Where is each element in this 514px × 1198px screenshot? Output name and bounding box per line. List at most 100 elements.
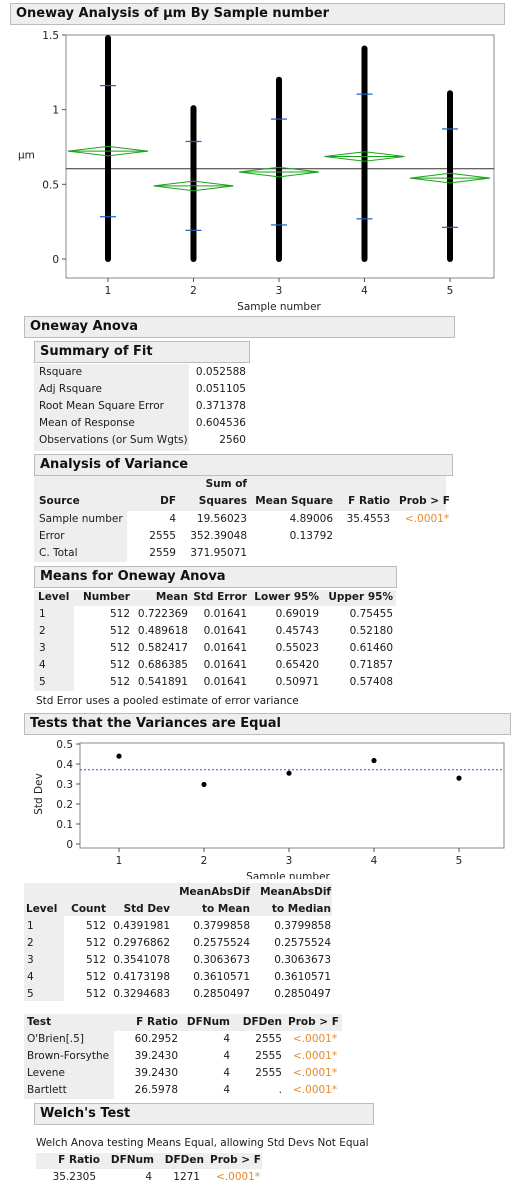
test-name-shade (24, 1031, 114, 1099)
test-dfden: 2555 (255, 1050, 282, 1062)
aov-header: F Ratio (348, 495, 390, 507)
test-name: Bartlett (27, 1084, 67, 1096)
means-level: 4 (39, 659, 46, 671)
welch-header[interactable]: Welch's Test (34, 1103, 374, 1125)
variances-header[interactable]: Tests that the Variances are Equal (24, 713, 511, 735)
sd-mad-median: 0.2575524 (274, 937, 331, 949)
x-tick-label: 4 (361, 285, 368, 297)
aov-df: 2559 (149, 547, 176, 559)
test-name: O'Brien[.5] (27, 1033, 84, 1045)
sd-level: 1 (27, 920, 34, 932)
y-tick-label: 0 (52, 254, 59, 266)
std-dev-chart: 0 0.1 0.2 0.3 0.4 0.5 Std Dev 1 2 3 4 5 Sample numbe… (33, 739, 505, 879)
means-header[interactable]: Means for Oneway Anova (34, 566, 397, 588)
sd-header: Count (71, 903, 106, 915)
means-std-error: 0.01641 (203, 642, 247, 654)
aov-df: 4 (169, 513, 176, 525)
aov-header-shade (34, 476, 446, 511)
means-level-shade (34, 606, 74, 691)
sd-value: 0.3541078 (113, 954, 170, 966)
sd-count: 512 (85, 954, 106, 966)
x-tick-label: 3 (286, 855, 293, 867)
test-p: <.0001* (293, 1050, 338, 1062)
aov-header: Mean Square (255, 495, 333, 507)
means-number: 512 (109, 625, 130, 637)
y-tick-label: 0.5 (56, 739, 73, 751)
summary-value: 0.371378 (195, 400, 246, 412)
aov-header: Sum of (205, 478, 247, 490)
x-tick-label: 4 (371, 855, 378, 867)
means-std-error: 0.01641 (203, 659, 247, 671)
welch-title: Welch's Test (40, 1106, 131, 1121)
means-std-error: 0.01641 (203, 625, 247, 637)
sd-mad-median: 0.3799858 (274, 920, 331, 932)
sd-level: 3 (27, 954, 34, 966)
sd-mad-mean: 0.3799858 (193, 920, 250, 932)
means-lower95: 0.50971 (275, 676, 319, 688)
means-mean: 0.722369 (137, 608, 188, 620)
summary-of-fit-header[interactable]: Summary of Fit (34, 341, 250, 363)
means-upper95: 0.75455 (349, 608, 393, 620)
sd-mad-median: 0.2850497 (274, 988, 331, 1000)
std-dev-point (371, 757, 377, 764)
means-std-error: 0.01641 (203, 676, 247, 688)
test-f: 26.5978 (134, 1084, 178, 1096)
means-mean: 0.686385 (137, 659, 188, 671)
aov-header: DF (160, 495, 176, 507)
analysis-of-variance-header[interactable]: Analysis of Variance (34, 454, 453, 476)
test-dfden: 2555 (255, 1067, 282, 1079)
aov-source-shade (34, 511, 127, 562)
means-level: 1 (39, 608, 46, 620)
test-name: Brown-Forsythe (27, 1050, 110, 1062)
test-dfnum: 4 (223, 1084, 230, 1096)
means-header: Level (38, 591, 70, 603)
test-header: Test (27, 1016, 52, 1028)
std-dev-point (201, 781, 207, 788)
summary-label: Mean of Response (39, 417, 135, 429)
aov-header: Source (39, 495, 80, 507)
aov-header: Prob > F (399, 495, 450, 507)
x-tick-label: 2 (201, 855, 208, 867)
means-number: 512 (109, 608, 130, 620)
sd-level-shade (24, 916, 64, 1001)
report-title[interactable]: Oneway Analysis of μm By Sample number (10, 3, 505, 25)
welch-header: DFDen (164, 1154, 204, 1166)
plot-frame (79, 742, 505, 849)
welch-header: F Ratio (58, 1154, 100, 1166)
sd-level: 5 (27, 988, 34, 1000)
welch-p: <.0001* (216, 1171, 261, 1183)
means-number: 512 (109, 659, 130, 671)
test-f: 39.2430 (134, 1050, 178, 1062)
summary-value: 2560 (219, 434, 246, 446)
sd-mad-median: 0.3610571 (274, 971, 331, 983)
sd-mad-mean: 0.3610571 (193, 971, 250, 983)
means-level: 3 (39, 642, 46, 654)
analysis-of-variance-title: Analysis of Variance (40, 457, 189, 472)
test-header: Prob > F (288, 1016, 339, 1028)
means-number: 512 (109, 642, 130, 654)
test-dfnum: 4 (223, 1033, 230, 1045)
variances-title: Tests that the Variances are Equal (30, 716, 281, 731)
means-std-error: 0.01641 (203, 608, 247, 620)
test-p: <.0001* (293, 1067, 338, 1079)
welch-dfnum: 4 (145, 1171, 152, 1183)
means-upper95: 0.71857 (349, 659, 393, 671)
sd-count: 512 (85, 937, 106, 949)
sd-value: 0.4173198 (113, 971, 170, 983)
y-tick-label: 0.3 (56, 779, 73, 791)
means-number: 512 (109, 676, 130, 688)
summary-of-fit-title: Summary of Fit (40, 344, 153, 359)
test-header: DFDen (242, 1016, 282, 1028)
test-f: 60.2952 (134, 1033, 178, 1045)
welch-header-shade (36, 1153, 262, 1169)
y-tick-label: 0.1 (56, 819, 73, 831)
means-header: Upper 95% (328, 591, 393, 603)
y-tick-label: 1.5 (42, 30, 59, 42)
test-name: Levene (27, 1067, 65, 1079)
means-header: Number (82, 591, 130, 603)
oneway-anova-header[interactable]: Oneway Anova (24, 316, 455, 338)
test-dfnum: 4 (223, 1067, 230, 1079)
test-p: <.0001* (293, 1033, 338, 1045)
test-header: F Ratio (136, 1016, 178, 1028)
test-header-shade (24, 1014, 342, 1031)
